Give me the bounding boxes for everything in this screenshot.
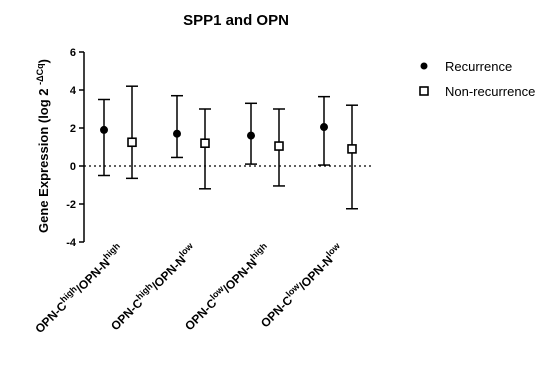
legend-label: Non-recurrence bbox=[445, 84, 535, 99]
non-recurrence-point bbox=[347, 144, 357, 154]
legend-label: Recurrence bbox=[445, 59, 512, 74]
legend-marker-recurrence bbox=[420, 62, 428, 70]
non-recurrence-point bbox=[127, 137, 137, 148]
legend: Recurrence Non-recurrence bbox=[419, 59, 535, 99]
y-axis: 6 4 2 0 -2 -4 bbox=[66, 47, 85, 249]
x-category-label: OPN-Clow/OPN-Nlow bbox=[257, 240, 347, 330]
chart-title: SPP1 and OPN bbox=[183, 12, 289, 29]
data-marks bbox=[98, 85, 358, 210]
y-tick-label: 0 bbox=[70, 161, 76, 173]
y-tick-label: -2 bbox=[66, 199, 76, 211]
recurrence-point bbox=[173, 129, 181, 138]
y-axis-label: Gene Expression (log 2 -ΔCq) bbox=[35, 59, 51, 233]
x-axis-category-labels: OPN-Chigh/OPN-NhighOPN-Chigh/OPN-NlowOPN… bbox=[32, 240, 347, 336]
y-tick-label: -4 bbox=[66, 237, 77, 249]
y-tick-label: 6 bbox=[70, 47, 76, 59]
y-tick-label: 4 bbox=[70, 85, 77, 97]
non-recurrence-point bbox=[274, 141, 284, 151]
non-recurrence-point bbox=[200, 138, 210, 148]
legend-marker-non-recurrence bbox=[419, 86, 429, 96]
y-tick-label: 2 bbox=[70, 123, 76, 135]
recurrence-point bbox=[320, 123, 328, 132]
recurrence-point bbox=[100, 125, 108, 134]
recurrence-point bbox=[247, 131, 255, 140]
